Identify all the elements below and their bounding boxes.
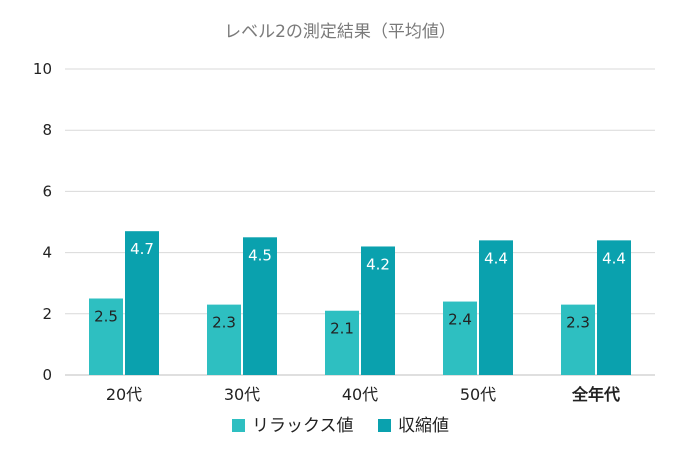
bar [479, 240, 513, 375]
y-tick-label: 0 [42, 366, 52, 384]
x-category-label: 全年代 [571, 385, 620, 404]
data-label: 4.4 [484, 249, 508, 267]
y-tick-label: 4 [42, 244, 52, 262]
y-tick-label: 6 [42, 182, 52, 200]
bar [361, 246, 395, 375]
bar [597, 240, 631, 375]
gridlines [65, 68, 655, 376]
legend-swatch [378, 419, 391, 432]
legend: リラックス値 収縮値 [232, 416, 449, 436]
x-category-label: 50代 [460, 385, 496, 404]
y-axis-ticks: 0 2 4 6 8 10 [33, 60, 52, 384]
data-label: 4.4 [602, 249, 626, 267]
data-labels: 2.5 4.7 2.3 4.5 2.1 4.2 2.4 4.4 2.3 4.4 [94, 240, 626, 338]
data-label: 2.1 [330, 320, 354, 338]
bar [125, 231, 159, 375]
bar [561, 304, 595, 375]
legend-swatch [232, 419, 245, 432]
x-category-label: 30代 [224, 385, 260, 404]
y-tick-label: 10 [33, 60, 52, 78]
data-label: 2.3 [212, 314, 236, 332]
legend-label: リラックス値 [252, 416, 354, 436]
data-label: 4.5 [248, 246, 272, 264]
x-category-label: 40代 [342, 385, 378, 404]
data-label: 2.4 [448, 311, 472, 329]
y-tick-label: 2 [42, 305, 52, 323]
legend-label: 収縮値 [398, 416, 449, 436]
bar [207, 304, 241, 375]
x-axis-categories: 20代 30代 40代 50代 全年代 [106, 385, 620, 404]
y-tick-label: 8 [42, 121, 52, 139]
bar [325, 310, 359, 375]
data-label: 2.3 [566, 314, 590, 332]
bars [89, 231, 631, 375]
chart-title: レベル2の測定結果（平均値） [224, 22, 456, 42]
bar [243, 237, 277, 375]
bar [89, 298, 123, 375]
bar [443, 301, 477, 375]
data-label: 4.2 [366, 255, 390, 273]
x-category-label: 20代 [106, 385, 142, 404]
data-label: 4.7 [130, 240, 154, 258]
data-label: 2.5 [94, 308, 118, 326]
